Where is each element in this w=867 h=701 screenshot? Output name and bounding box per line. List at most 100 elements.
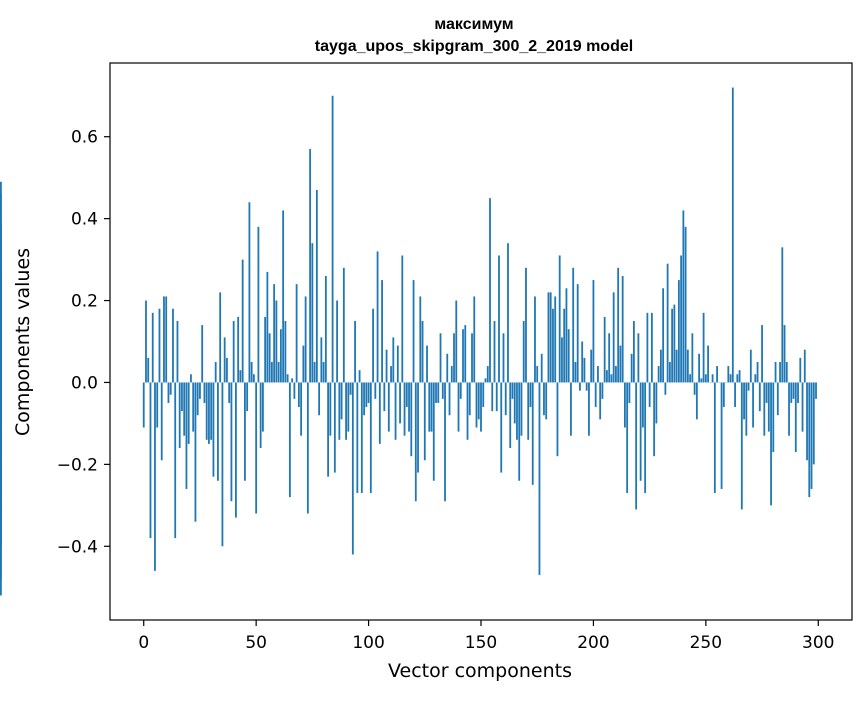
plot-area-frame xyxy=(110,63,852,620)
bar xyxy=(323,362,325,382)
bar xyxy=(455,301,457,383)
bar xyxy=(237,317,239,383)
bar xyxy=(584,358,586,383)
bar xyxy=(552,309,554,383)
x-axis-label: Vector components xyxy=(388,660,572,682)
bar xyxy=(575,362,577,382)
bar xyxy=(503,333,505,382)
bar xyxy=(197,382,199,415)
bar xyxy=(631,354,633,383)
bar xyxy=(772,382,774,452)
bar xyxy=(613,292,615,382)
bar xyxy=(284,321,286,382)
bar xyxy=(599,382,601,419)
bar xyxy=(0,272,2,383)
bar xyxy=(691,333,693,382)
bar xyxy=(523,321,525,382)
bar xyxy=(703,313,705,383)
bar xyxy=(181,382,183,411)
bar xyxy=(449,382,451,415)
bar xyxy=(159,309,161,383)
bar xyxy=(633,321,635,382)
bar xyxy=(235,382,237,517)
bar xyxy=(343,268,345,383)
bar xyxy=(770,382,772,505)
bar xyxy=(485,378,487,382)
bar xyxy=(512,382,514,398)
bar xyxy=(500,382,502,472)
bar xyxy=(471,333,473,382)
x-tick-label: 200 xyxy=(577,633,609,653)
bar xyxy=(282,210,284,382)
bar xyxy=(154,382,156,570)
bar xyxy=(278,362,280,382)
bar xyxy=(231,382,233,501)
bar xyxy=(554,296,556,382)
bar xyxy=(269,333,271,382)
bar xyxy=(190,374,192,382)
bar xyxy=(368,382,370,402)
bar xyxy=(462,329,464,382)
bar xyxy=(244,382,246,480)
bar xyxy=(298,382,300,407)
bar xyxy=(664,382,666,394)
bar xyxy=(219,292,221,382)
y-tick-label: 0.0 xyxy=(71,373,98,393)
bar xyxy=(183,382,185,435)
bar xyxy=(329,382,331,435)
bar xyxy=(413,280,415,382)
bar xyxy=(759,382,761,411)
bar xyxy=(721,382,723,488)
bar xyxy=(478,382,480,419)
bar xyxy=(233,321,235,382)
bar xyxy=(559,255,561,382)
bar xyxy=(696,382,698,419)
bar xyxy=(309,149,311,382)
bar xyxy=(712,374,714,382)
bar xyxy=(210,382,212,439)
bar xyxy=(336,301,338,383)
bar xyxy=(307,382,309,513)
bar xyxy=(685,227,687,383)
chart-title: максимум xyxy=(434,16,513,33)
bar xyxy=(168,382,170,402)
bar xyxy=(372,309,374,383)
bar xyxy=(568,329,570,382)
bar xyxy=(273,284,275,382)
bar xyxy=(480,382,482,431)
bar xyxy=(608,333,610,382)
bar xyxy=(566,288,568,382)
bar xyxy=(644,382,646,493)
bar xyxy=(781,247,783,382)
bar xyxy=(775,362,777,382)
bar xyxy=(727,366,729,382)
bar xyxy=(682,210,684,382)
bar xyxy=(640,382,642,480)
bar xyxy=(673,305,675,383)
bar xyxy=(422,321,424,382)
bar xyxy=(377,251,379,382)
bar xyxy=(406,382,408,407)
bar xyxy=(536,366,538,382)
bar xyxy=(651,313,653,383)
bar xyxy=(494,321,496,382)
bar xyxy=(365,382,367,407)
bar xyxy=(226,358,228,383)
bar xyxy=(557,382,559,456)
bar xyxy=(251,362,253,382)
bar xyxy=(174,382,176,538)
bar xyxy=(435,382,437,402)
bar xyxy=(743,382,745,419)
bar xyxy=(757,362,759,382)
bar xyxy=(588,382,590,435)
bar xyxy=(532,382,534,484)
bar xyxy=(615,366,617,382)
bar xyxy=(262,382,264,431)
bar xyxy=(170,382,172,394)
bar xyxy=(671,309,673,383)
bar xyxy=(752,382,754,427)
bar xyxy=(723,382,725,407)
bar xyxy=(602,382,604,398)
bar xyxy=(222,382,224,546)
bar xyxy=(505,382,507,415)
